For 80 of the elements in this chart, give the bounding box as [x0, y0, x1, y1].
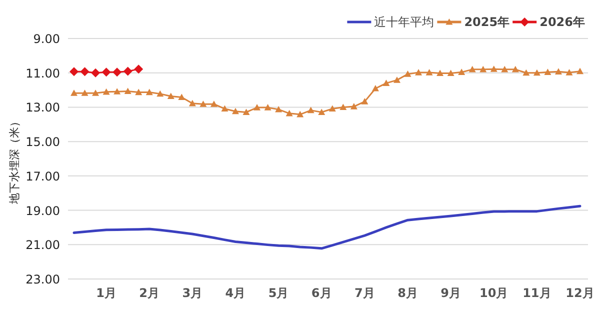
- point: [80, 67, 90, 76]
- point: [426, 69, 433, 76]
- point: [124, 88, 132, 94]
- legend-label: 2026年: [540, 15, 585, 29]
- x-tick-label: 6月: [311, 286, 332, 300]
- point: [123, 66, 132, 76]
- point: [188, 100, 196, 106]
- y-tick-label: 17.00: [26, 169, 60, 184]
- point: [232, 108, 239, 114]
- point: [264, 104, 272, 110]
- point: [102, 88, 110, 95]
- x-tick-label: 3月: [182, 286, 203, 300]
- point: [566, 69, 573, 76]
- point: [382, 80, 390, 86]
- point: [522, 69, 530, 76]
- point: [102, 68, 111, 77]
- point: [275, 106, 282, 112]
- y-tick-label: 11.00: [26, 66, 60, 80]
- point: [92, 90, 100, 96]
- point: [544, 68, 552, 75]
- point: [167, 92, 174, 100]
- legend-label: 2025年: [464, 15, 510, 29]
- point: [146, 88, 153, 96]
- point: [242, 108, 250, 115]
- y-tick-label: 13.00: [26, 100, 60, 115]
- x-tick-label: 11月: [522, 286, 552, 300]
- x-tick-label: 8月: [398, 286, 418, 300]
- point: [447, 70, 454, 76]
- point: [254, 104, 261, 110]
- y-axis-title: 地下水埋深（米）: [8, 116, 21, 205]
- x-tick-label: 12月: [566, 286, 594, 300]
- point: [554, 68, 562, 74]
- point: [393, 76, 400, 83]
- point: [415, 69, 422, 76]
- point: [286, 110, 293, 116]
- point: [468, 66, 476, 72]
- point: [404, 70, 412, 77]
- x-tick-label: 2月: [139, 286, 160, 300]
- point: [533, 69, 540, 76]
- point: [135, 88, 142, 96]
- point: [70, 90, 78, 96]
- point: [91, 68, 100, 78]
- line-series: [72, 204, 582, 250]
- legend-label: 近十年平均: [374, 15, 434, 29]
- x-tick-label: 5月: [268, 286, 289, 300]
- point: [296, 110, 304, 118]
- x-tick-label: 1月: [96, 286, 116, 300]
- point: [436, 70, 444, 76]
- y-tick-label: 19.00: [26, 204, 60, 218]
- x-tick-label: 10月: [480, 286, 508, 300]
- point: [156, 90, 164, 97]
- y-tick-label: 21.00: [26, 238, 60, 252]
- point: [307, 106, 314, 114]
- point: [178, 94, 186, 100]
- point: [340, 104, 347, 110]
- point: [318, 108, 326, 115]
- point: [221, 105, 228, 112]
- point: [458, 68, 466, 75]
- point: [490, 66, 498, 72]
- y-tick-label: 9.00: [33, 32, 60, 46]
- point: [501, 66, 508, 72]
- point: [200, 100, 207, 107]
- x-tick-label: 4月: [225, 286, 246, 300]
- point: [70, 67, 78, 76]
- point: [512, 66, 519, 72]
- point: [480, 66, 487, 72]
- point: [210, 100, 218, 107]
- point: [361, 98, 368, 104]
- point: [372, 84, 379, 92]
- y-tick-label: 15.00: [26, 135, 60, 150]
- x-tick-label: 7月: [354, 286, 375, 300]
- x-tick-label: 9月: [440, 286, 461, 300]
- point: [114, 88, 121, 94]
- y-tick-label: 23.00: [26, 272, 60, 286]
- point: [81, 90, 88, 96]
- point: [576, 68, 584, 74]
- point: [112, 68, 122, 77]
- point: [328, 105, 336, 112]
- point: [350, 103, 358, 110]
- point: [134, 64, 144, 74]
